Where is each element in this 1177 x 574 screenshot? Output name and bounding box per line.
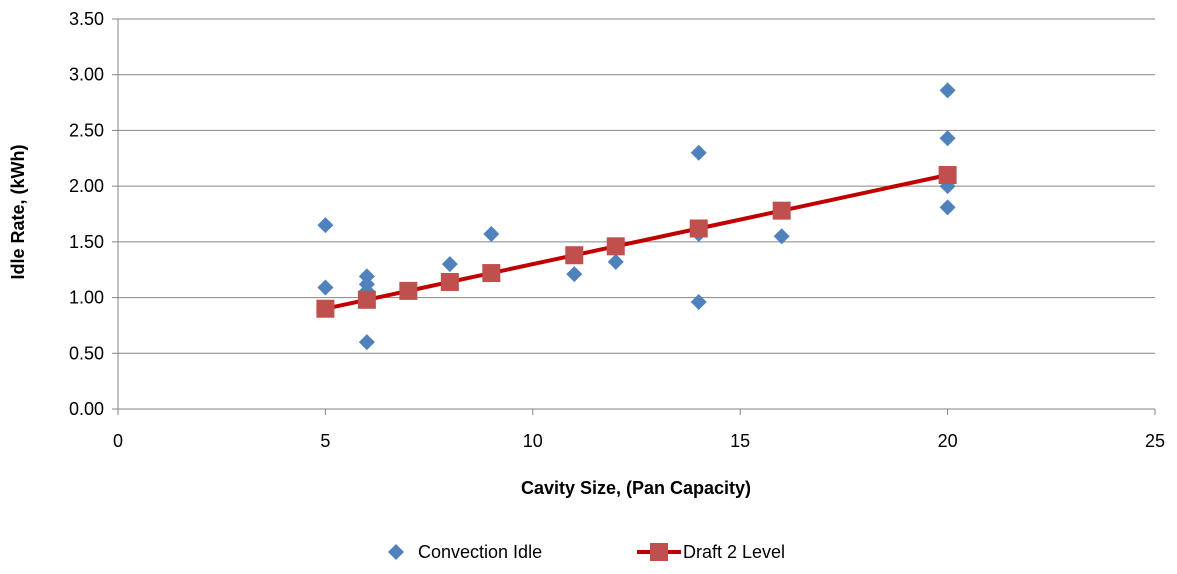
series-line-draft-2-level [324, 173, 949, 311]
grid-layer [118, 18, 1155, 354]
data-point-draft-2-level [316, 299, 335, 318]
legend-item-draft-2-level: Draft 2 Level [637, 542, 785, 562]
data-point-convection-idle [317, 217, 334, 234]
data-point-convection-idle [317, 279, 334, 296]
legend-item-convection-idle: Convection Idle [388, 542, 542, 562]
data-point-convection-idle [939, 130, 956, 147]
y-tick-label: 0.00 [69, 399, 104, 419]
y-axis-title: Idle Rate, (kWh) [8, 144, 28, 279]
data-point-convection-idle [358, 334, 375, 351]
data-point-draft-2-level [565, 246, 584, 265]
y-tick-label: 3.50 [69, 9, 104, 29]
data-point-draft-2-level [482, 264, 501, 283]
data-point-convection-idle [939, 199, 956, 216]
data-point-convection-idle [566, 266, 583, 283]
x-tick-label: 10 [523, 431, 543, 451]
data-point-draft-2-level [938, 166, 957, 184]
y-tick-label: 3.00 [69, 65, 104, 85]
data-point-draft-2-level [606, 237, 625, 256]
legend-label-draft-2-level: Draft 2 Level [683, 542, 785, 562]
legend-marker-convection-idle [388, 544, 404, 560]
x-tick-label: 5 [320, 431, 330, 451]
y-tick-label: 2.00 [69, 176, 104, 196]
data-point-convection-idle [441, 256, 458, 273]
x-tick-label: 20 [938, 431, 958, 451]
data-point-convection-idle [773, 228, 790, 245]
x-tick-label: 25 [1145, 431, 1165, 451]
label-layer: Cavity Size, (Pan Capacity) Idle Rate, (… [8, 144, 751, 498]
legend: Convection Idle Draft 2 Level [388, 542, 785, 562]
data-point-convection-idle [939, 82, 956, 99]
data-point-convection-idle [690, 294, 707, 311]
legend-marker-draft-2-level [650, 543, 668, 561]
y-tick-label: 2.50 [69, 120, 104, 140]
data-point-convection-idle [607, 253, 624, 270]
series-layer [316, 82, 957, 351]
y-tick-label: 0.50 [69, 343, 104, 363]
data-point-convection-idle [483, 226, 500, 243]
legend-label-convection-idle: Convection Idle [418, 542, 542, 562]
data-point-draft-2-level [440, 272, 459, 291]
y-tick-label: 1.50 [69, 232, 104, 252]
data-point-draft-2-level [357, 290, 376, 309]
data-point-convection-idle [690, 144, 707, 161]
x-tick-label: 0 [113, 431, 123, 451]
data-point-draft-2-level [772, 201, 791, 220]
data-point-draft-2-level [689, 219, 708, 238]
axis-layer: 0.00 0.50 1.00 1.50 2.00 2.50 3.00 3.50 0 5 10 15 20… [69, 9, 1165, 451]
x-axis-title: Cavity Size, (Pan Capacity) [521, 478, 751, 498]
x-tick-label: 15 [730, 431, 750, 451]
data-point-draft-2-level [399, 281, 418, 300]
y-tick-label: 1.00 [69, 288, 104, 308]
